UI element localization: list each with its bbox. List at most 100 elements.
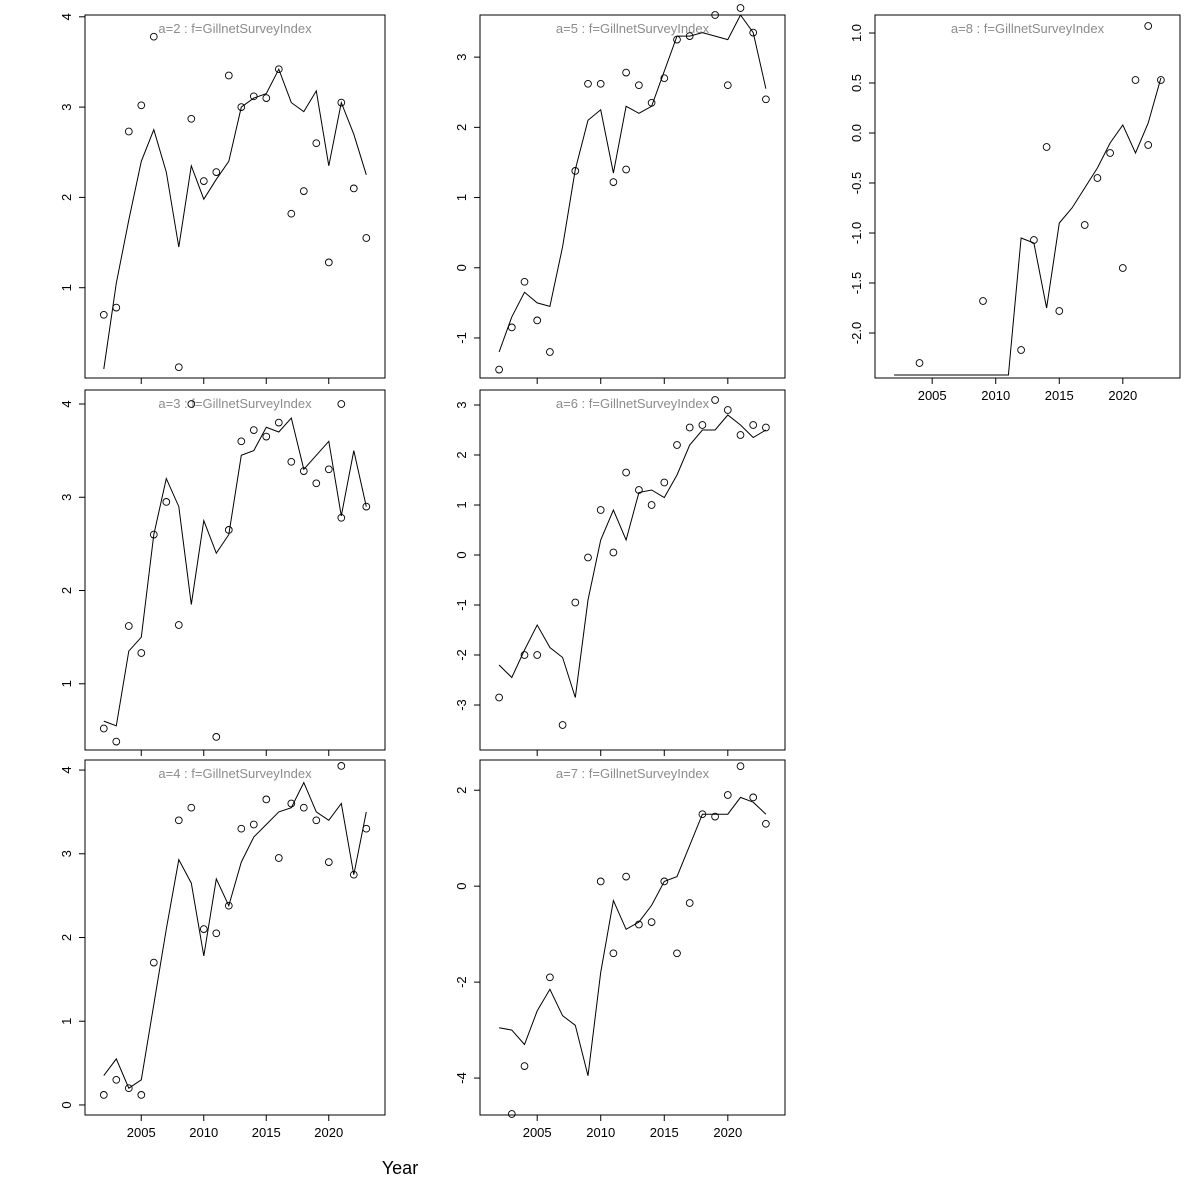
obs-point: [312, 479, 321, 488]
obs-point: [1131, 76, 1140, 84]
obs-point: [711, 812, 719, 821]
x-tick-label: 2005: [523, 1125, 552, 1140]
plot-box: [84, 389, 386, 751]
x-tick-label: 2010: [189, 1125, 218, 1140]
obs-point: [137, 649, 146, 657]
y-tick-label: 2: [59, 194, 74, 201]
panel-a4: a=4 : f=GillnetSurveyIndex 0 1 2 3 4 2005 2010 2…: [59, 759, 386, 1140]
y-tick-label: 1: [59, 1018, 74, 1025]
fit-line: [103, 416, 367, 727]
obs-point: [635, 81, 643, 90]
panel-title: a=6 : f=GillnetSurveyIndex: [556, 396, 710, 411]
y-tick-label: -1.0: [849, 222, 864, 244]
obs-point: [274, 418, 283, 427]
x-tick-label: 2020: [314, 1125, 343, 1140]
obs-point: [584, 553, 592, 562]
obs-point: [571, 167, 580, 175]
y-tick-label: 1.0: [849, 24, 864, 42]
fit-line: [498, 15, 767, 353]
obs-point: [324, 465, 333, 474]
obs-point: [349, 184, 358, 193]
y-tick-label: -2: [454, 976, 469, 988]
obs-point: [362, 234, 371, 242]
obs-point: [1157, 76, 1165, 84]
obs-point: [979, 297, 987, 305]
panel-a3: a=3 : f=GillnetSurveyIndex 1 2 3 4: [59, 389, 386, 756]
x-tick-label: 2005: [127, 1125, 156, 1140]
obs-point: [174, 621, 183, 629]
obs-point: [274, 65, 283, 74]
plot-box: [479, 759, 786, 1116]
obs-point: [609, 178, 618, 186]
obs-point: [162, 498, 171, 506]
obs-point: [299, 467, 308, 475]
panel-a5: a=5 : f=GillnetSurveyIndex -1 0 1 2 3: [454, 4, 786, 384]
obs-point: [99, 724, 108, 733]
y-tick-label: -2: [454, 649, 469, 661]
fit-line: [498, 414, 767, 698]
y-tick-label: 3: [59, 850, 74, 857]
obs-point: [149, 530, 158, 539]
obs-point: [711, 11, 719, 19]
obs-point: [1080, 221, 1089, 229]
obs-point: [647, 918, 656, 926]
obs-point: [711, 396, 719, 404]
y-tick-label: -1: [454, 332, 469, 344]
obs-point: [609, 949, 618, 958]
obs-point: [1144, 141, 1153, 149]
y-tick-label: 3: [454, 54, 469, 61]
y-tick-label: -2.0: [849, 322, 864, 344]
obs-point: [224, 901, 233, 910]
panel-title: a=4 : f=GillnetSurveyIndex: [158, 766, 312, 781]
obs-point: [187, 400, 196, 408]
obs-point: [349, 870, 358, 879]
obs-point: [287, 209, 296, 218]
y-tick-label: 1: [59, 284, 74, 291]
y-tick-label: -0.5: [849, 172, 864, 194]
y-tick-label: -4: [454, 1072, 469, 1084]
obs-point: [224, 526, 233, 534]
panel-a2: a=2 : f=GillnetSurveyIndex 1 2 3 4: [59, 13, 386, 384]
y-tick-label: 2: [454, 451, 469, 458]
obs-point: [571, 598, 580, 607]
panel-title: a=5 : f=GillnetSurveyIndex: [556, 21, 710, 36]
obs-point: [174, 363, 183, 372]
obs-point: [558, 721, 567, 729]
obs-point: [507, 1110, 516, 1118]
plot-box: [84, 14, 386, 379]
x-tick-label: 2015: [252, 1125, 281, 1140]
obs-point: [262, 94, 271, 102]
obs-point: [647, 501, 656, 509]
plot-box: [479, 389, 786, 751]
obs-point: [212, 733, 221, 741]
y-tick-label: 4: [59, 766, 74, 773]
obs-point: [287, 457, 296, 466]
obs-point: [149, 32, 158, 41]
fit-line: [103, 781, 367, 1089]
fit-line: [103, 67, 367, 370]
obs-point: [533, 651, 542, 659]
x-tick-label: 2015: [1045, 388, 1074, 403]
obs-point: [1144, 22, 1153, 30]
y-tick-label: 3: [59, 103, 74, 110]
y-tick-label: 0.5: [849, 74, 864, 92]
obs-point: [533, 316, 542, 325]
obs-point: [337, 762, 346, 770]
fit-line: [894, 77, 1162, 376]
y-tick-label: 2: [59, 587, 74, 594]
obs-point: [596, 877, 605, 886]
obs-point: [673, 441, 681, 449]
obs-point: [237, 824, 246, 833]
y-tick-label: 0: [454, 264, 469, 271]
panel-title: a=8 : f=GillnetSurveyIndex: [951, 21, 1105, 36]
x-tick-label: 2020: [713, 1125, 742, 1140]
y-tick-label: 1: [454, 501, 469, 508]
obs-point: [1017, 346, 1025, 354]
obs-point: [99, 310, 108, 319]
obs-point: [237, 103, 246, 111]
x-tick-label: 2020: [1108, 388, 1137, 403]
obs-point: [124, 1084, 133, 1093]
obs-point: [187, 114, 196, 123]
obs-point: [507, 323, 516, 332]
obs-point: [1106, 149, 1114, 157]
